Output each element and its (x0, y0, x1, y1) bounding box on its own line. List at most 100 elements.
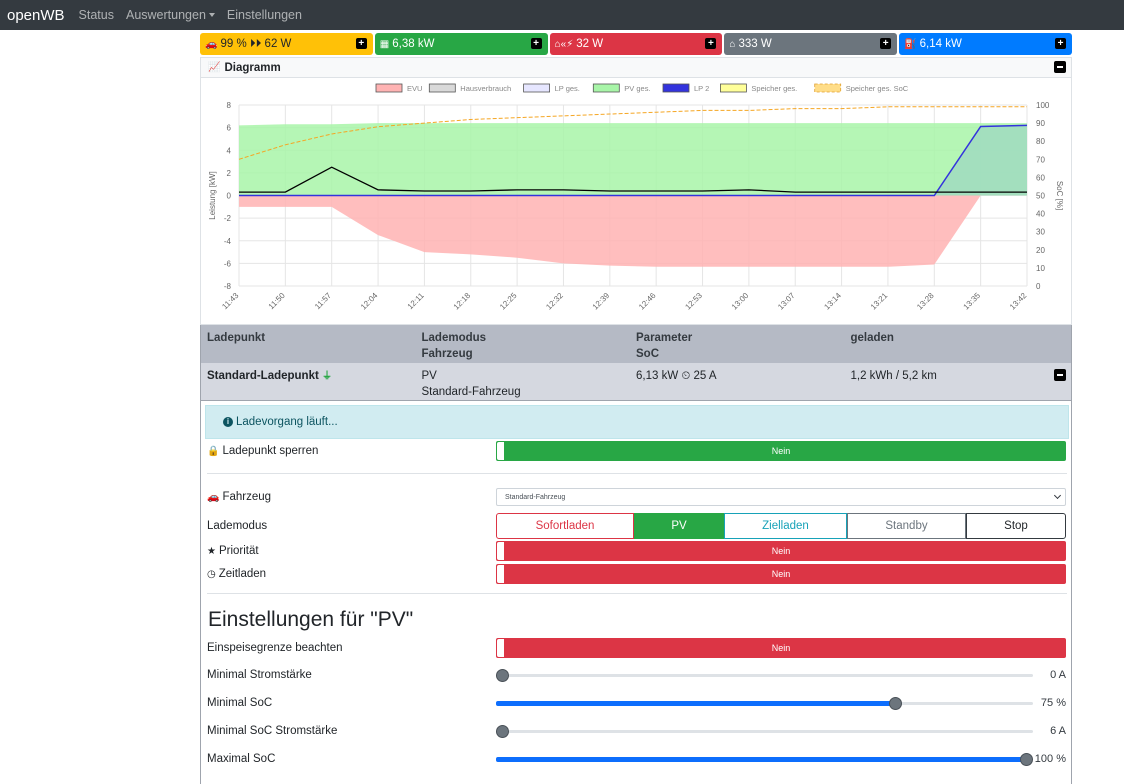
slider-label: Minimal SoC Stromstärke (207, 725, 338, 737)
nav-status[interactable]: Status (78, 8, 114, 22)
slider-fill (496, 757, 1026, 762)
legend-label: LP ges. (555, 84, 580, 93)
star-icon: ★ (207, 545, 216, 557)
slider-rail (496, 730, 1033, 733)
slider-value: 100 % (1034, 753, 1066, 765)
max-soc-slider[interactable] (496, 747, 1033, 771)
header-lademodus-line2: Fahrzeug (421, 348, 473, 360)
series-line-lp2 (239, 124, 1028, 197)
mode-standby-button[interactable]: Standby (847, 513, 966, 539)
chargepoint-table: Ladepunkt Lademodus Fahrzeug Parameter SoC… (200, 325, 1072, 401)
expand-plus-icon[interactable]: + (355, 38, 367, 49)
min-soc-slider[interactable] (496, 691, 1033, 715)
mode-zielladen-button[interactable]: Zielladen (724, 513, 847, 539)
mode-sofortladen-button[interactable]: Sofortladen (496, 513, 634, 539)
row-slider: Maximal SoC 100 % (207, 747, 1067, 771)
brand-logo[interactable]: openWB (7, 6, 65, 24)
cell-parameter: 6,13 kW ⏲ 25 A (636, 370, 717, 382)
header-ladepunkt: Ladepunkt (207, 330, 422, 358)
tile-chargepoint[interactable]: ⛽ 6,14 kW + (899, 33, 1072, 55)
tile-house-text: 333 W (738, 38, 772, 50)
header-ladepunkt-line1: Ladepunkt (207, 332, 266, 344)
legend-swatch (592, 83, 620, 93)
expand-plus-icon[interactable]: + (530, 38, 542, 49)
legend-label: Speicher ges. (751, 84, 797, 93)
plug-icon: ⏚ (322, 371, 333, 382)
expand-plus-icon[interactable]: + (705, 38, 717, 49)
tile-vehicle[interactable]: 🚗 99 % ⏵⏵ 62 W + (200, 33, 373, 55)
row-lademodus: Lademodus Sofortladen PV Zielladen Stand… (207, 513, 1067, 539)
info-icon: i (223, 417, 233, 427)
y-tick-label: -8 (224, 282, 232, 291)
navbar: openWB Status Auswertungen Einstellungen (0, 0, 1124, 30)
y-right-tick-label: 20 (1036, 246, 1045, 255)
toggle-zeitladen[interactable]: Nein (496, 564, 1066, 584)
fahrzeug-select-value: Standard-Fahrzeug (505, 493, 566, 501)
mode-stop-button[interactable]: Stop (966, 513, 1066, 539)
toggle-ladepunkt-sperren[interactable]: Nein (496, 441, 1066, 461)
x-tick-label: 12:39 (591, 291, 612, 312)
toggle-einspeisegrenze[interactable]: Nein (496, 638, 1066, 658)
y-right-tick-label: 90 (1036, 119, 1045, 128)
toggle-knob (497, 639, 504, 657)
tile-pv[interactable]: ▦ 6,38 kW + (374, 33, 548, 55)
alert-text: Ladevorgang läuft... (236, 416, 338, 428)
row-einspeisegrenze: Einspeisegrenze beachten Nein (207, 638, 1067, 658)
toggle-zeitladen-value: Nein (771, 569, 791, 579)
table-row[interactable]: Standard-Ladepunkt ⏚ PV Standard-Fahrzeug… (200, 363, 1072, 401)
tile-grid[interactable]: ⌂«⚡ 32 W + (549, 33, 723, 55)
section-title: Einstellungen für "PV" (208, 608, 414, 631)
label-prioritaet: ★ Priorität (207, 545, 496, 557)
tile-house[interactable]: ⌂ 333 W + (724, 33, 898, 55)
legend-swatch (428, 83, 456, 93)
row-zeitladen: ◷ Zeitladen Nein (207, 564, 1067, 584)
lademodus-buttons: Sofortladen PV Zielladen Standby Stop (496, 513, 1066, 539)
diagram-title: Diagramm (224, 61, 281, 74)
x-tick-label: 12:53 (683, 291, 704, 312)
slider-thumb[interactable] (889, 697, 902, 710)
diagram-header[interactable]: 📈 Diagramm (201, 58, 1071, 78)
min-soc-stromstaerke-slider[interactable] (496, 719, 1033, 743)
expand-plus-icon[interactable]: + (1054, 38, 1066, 49)
fahrzeug-select[interactable]: Standard-Fahrzeug (496, 488, 1066, 506)
y-tick-label: 6 (227, 124, 232, 133)
expand-plus-icon[interactable]: + (880, 38, 892, 49)
mode-pv-button[interactable]: PV (634, 513, 724, 539)
house-icon: ⌂ (729, 38, 736, 50)
header-lademodus-line1: Lademodus (421, 332, 487, 344)
nav-auswertungen[interactable]: Auswertungen (126, 8, 215, 22)
header-geladen: geladen (851, 330, 1066, 358)
row-fahrzeug: 🚗 Fahrzeug Standard-Fahrzeug (207, 487, 1067, 507)
diagram-card: 📈 Diagramm -8 -6 -4 -2 0 2 4 6 8 0 10 20 30 40 50 60 70 8… (200, 57, 1072, 325)
chart: -8-6-4-202468010203040506070809010011:43… (208, 83, 1064, 312)
label-zeitladen: ◷ Zeitladen (207, 568, 496, 580)
slider-thumb[interactable] (1020, 753, 1033, 766)
x-tick-label: 11:50 (267, 291, 287, 311)
collapse-minus-icon[interactable] (1054, 61, 1066, 73)
label-ladepunkt-sperren: 🔒 Ladepunkt sperren (207, 445, 496, 457)
slider-value: 6 A (1050, 725, 1066, 737)
nav-auswertungen-label: Auswertungen (125, 8, 206, 22)
charging-station-icon: ⛽ (904, 38, 917, 50)
slider-value: 0 A (1050, 669, 1066, 681)
slider-thumb[interactable] (496, 725, 509, 738)
slider-label: Minimal Stromstärke (207, 669, 312, 681)
toggle-prioritaet[interactable]: Nein (496, 541, 1066, 561)
label-einspeisegrenze: Einspeisegrenze beachten (207, 642, 343, 654)
x-tick-label: 13:07 (776, 291, 797, 312)
min-stromstaerke-slider[interactable] (496, 663, 1033, 687)
collapse-minus-icon[interactable] (1054, 369, 1066, 381)
tile-chargepoint-text: 6,14 kW (919, 38, 962, 50)
slider-thumb[interactable] (496, 669, 509, 682)
series-area-evu (239, 195, 1027, 267)
toggle-prioritaet-value: Nein (771, 546, 791, 556)
ladepunkt-name: Standard-Ladepunkt (207, 370, 319, 382)
toggle-ladepunkt-sperren-value: Nein (771, 446, 791, 456)
solar-panel-icon: ▦ (379, 38, 390, 50)
x-tick-label: 12:11 (406, 291, 426, 311)
y-right-tick-label: 100 (1036, 101, 1050, 110)
header-parameter-line1: Parameter (636, 332, 693, 344)
nav-einstellungen[interactable]: Einstellungen (226, 8, 302, 22)
toggle-einspeisegrenze-value: Nein (771, 643, 791, 653)
y-right-tick-label: 60 (1036, 173, 1045, 182)
